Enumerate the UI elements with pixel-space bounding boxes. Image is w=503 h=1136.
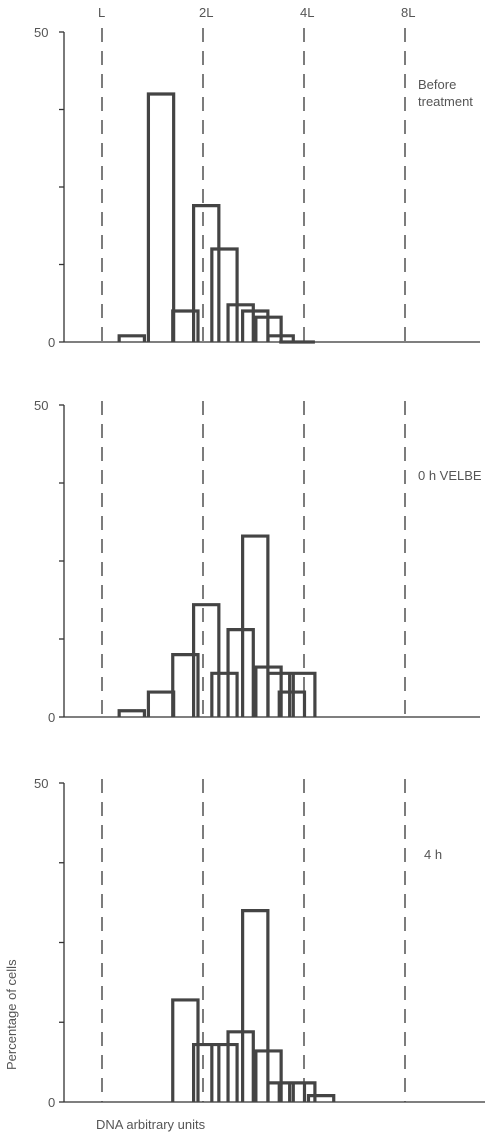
panel-label: 4 h <box>424 847 442 862</box>
y-tick-label: 0 <box>48 1095 55 1110</box>
y-tick-label: 50 <box>34 398 48 413</box>
histogram-series <box>117 92 315 344</box>
x-reference-labels: L 2L 4L 8L <box>98 5 415 20</box>
panels: 50 0 Before treatment 50 0 0 h VELBE 50 0 4 h <box>34 25 485 1110</box>
y-tick-label: 0 <box>48 335 55 350</box>
x-reference-label: L <box>98 5 105 20</box>
histogram-bin <box>308 1096 333 1102</box>
panel-label: Before <box>418 77 456 92</box>
histogram-series <box>171 909 336 1102</box>
histogram-bin <box>290 673 315 717</box>
histogram-panel: 50 0 0 h VELBE <box>34 398 482 725</box>
histogram-bin <box>268 336 293 342</box>
histogram-bin <box>119 336 144 342</box>
x-reference-label: 2L <box>199 5 213 20</box>
histogram-bin <box>119 711 144 717</box>
y-tick-label: 50 <box>34 776 48 791</box>
histogram-bin <box>148 94 173 342</box>
y-axis-label: Percentage of cells <box>4 959 19 1070</box>
histogram-series <box>117 534 317 717</box>
x-reference-label: 4L <box>300 5 314 20</box>
x-axis-label: DNA arbitrary units <box>96 1117 206 1132</box>
y-tick-label: 0 <box>48 710 55 725</box>
histogram-panel: 50 0 4 h <box>34 776 485 1110</box>
histogram-bin <box>148 692 173 717</box>
histogram-panel: 50 0 Before treatment <box>34 25 480 350</box>
x-reference-label: 8L <box>401 5 415 20</box>
y-tick-label: 50 <box>34 25 48 40</box>
panel-label: treatment <box>418 94 473 109</box>
panel-label: 0 h VELBE <box>418 468 482 483</box>
